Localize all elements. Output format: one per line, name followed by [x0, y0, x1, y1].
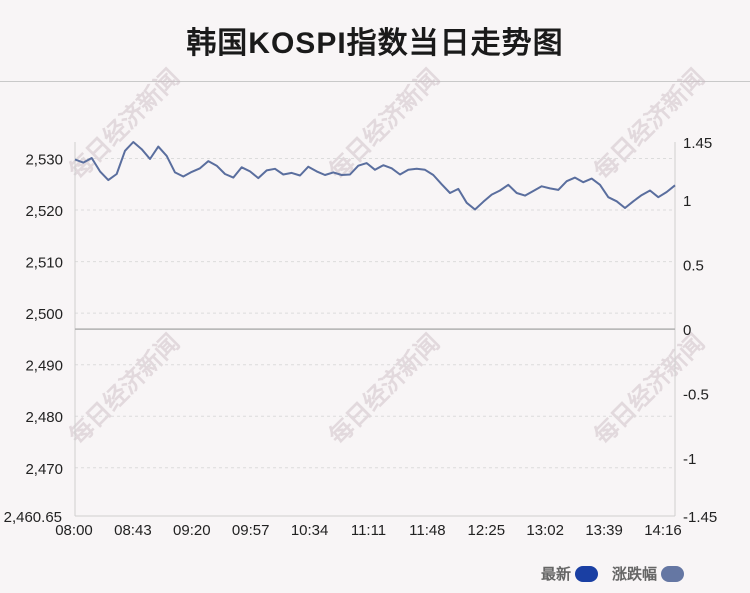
- x-tick-label: 13:02: [526, 522, 564, 539]
- left-tick-label: 2,460.65: [4, 509, 62, 526]
- legend-swatch-change: [661, 565, 684, 582]
- x-axis-ticks: 08:00 08:43 09:20 09:57 10:34 11:11 11:48 12:25…: [55, 522, 682, 539]
- left-tick-label: 2,510: [25, 255, 63, 272]
- title-divider: [0, 81, 750, 82]
- legend-item-change[interactable]: 涨跌幅: [612, 563, 684, 584]
- left-tick-label: 2,480: [25, 409, 63, 426]
- right-tick-label: 1.45: [683, 135, 712, 152]
- x-tick-label: 11:11: [351, 522, 386, 539]
- legend-swatch-latest: [574, 565, 598, 582]
- legend-item-latest[interactable]: 最新: [541, 563, 598, 584]
- right-tick-label: -1.45: [683, 509, 717, 526]
- right-axis-ticks: 1.45 1 0.5 0 -0.5 -1 -1.45: [683, 135, 717, 526]
- x-tick-label: 08:00: [55, 522, 93, 539]
- x-tick-label: 09:20: [173, 522, 211, 539]
- series-line: [74, 141, 676, 211]
- watermark-text: 每日经济新闻: [64, 64, 186, 186]
- axes: [74, 142, 676, 517]
- watermark-text: 每日经济新闻: [64, 329, 186, 451]
- left-tick-label: 2,500: [25, 306, 63, 323]
- grid-lines: [75, 157, 675, 469]
- left-tick-label: 2,530: [25, 151, 63, 168]
- left-tick-label: 2,490: [25, 358, 63, 375]
- left-tick-label: 2,520: [25, 203, 63, 220]
- legend-label-change: 涨跌幅: [611, 566, 657, 583]
- legend: 最新 涨跌幅: [527, 563, 684, 584]
- watermark-text: 每日经济新闻: [589, 64, 711, 186]
- x-tick-label: 09:57: [232, 522, 270, 539]
- left-tick-label: 2,470: [25, 461, 63, 478]
- x-tick-label: 08:43: [114, 522, 152, 539]
- x-tick-label: 14:16: [644, 522, 682, 539]
- right-tick-label: 0.5: [683, 258, 704, 275]
- x-tick-label: 13:39: [585, 522, 623, 539]
- x-tick-label: 11:48: [409, 522, 445, 539]
- right-tick-label: -1: [683, 451, 696, 468]
- watermark-text: 每日经济新闻: [324, 329, 446, 451]
- x-tick-label: 10:34: [291, 522, 329, 539]
- left-axis-ticks: 2,530 2,520 2,510 2,500 2,490 2,480 2,470 2,460…: [4, 151, 63, 526]
- series-layer: [74, 141, 676, 211]
- right-tick-label: 1: [683, 193, 691, 210]
- right-tick-label: -0.5: [683, 386, 709, 403]
- chart-title: 韩国KOSPI指数当日走势图: [186, 27, 564, 60]
- legend-label-latest: 最新: [540, 566, 571, 583]
- x-tick-label: 12:25: [468, 522, 506, 539]
- watermark-text: 每日经济新闻: [324, 64, 446, 186]
- right-tick-label: 0: [683, 322, 691, 339]
